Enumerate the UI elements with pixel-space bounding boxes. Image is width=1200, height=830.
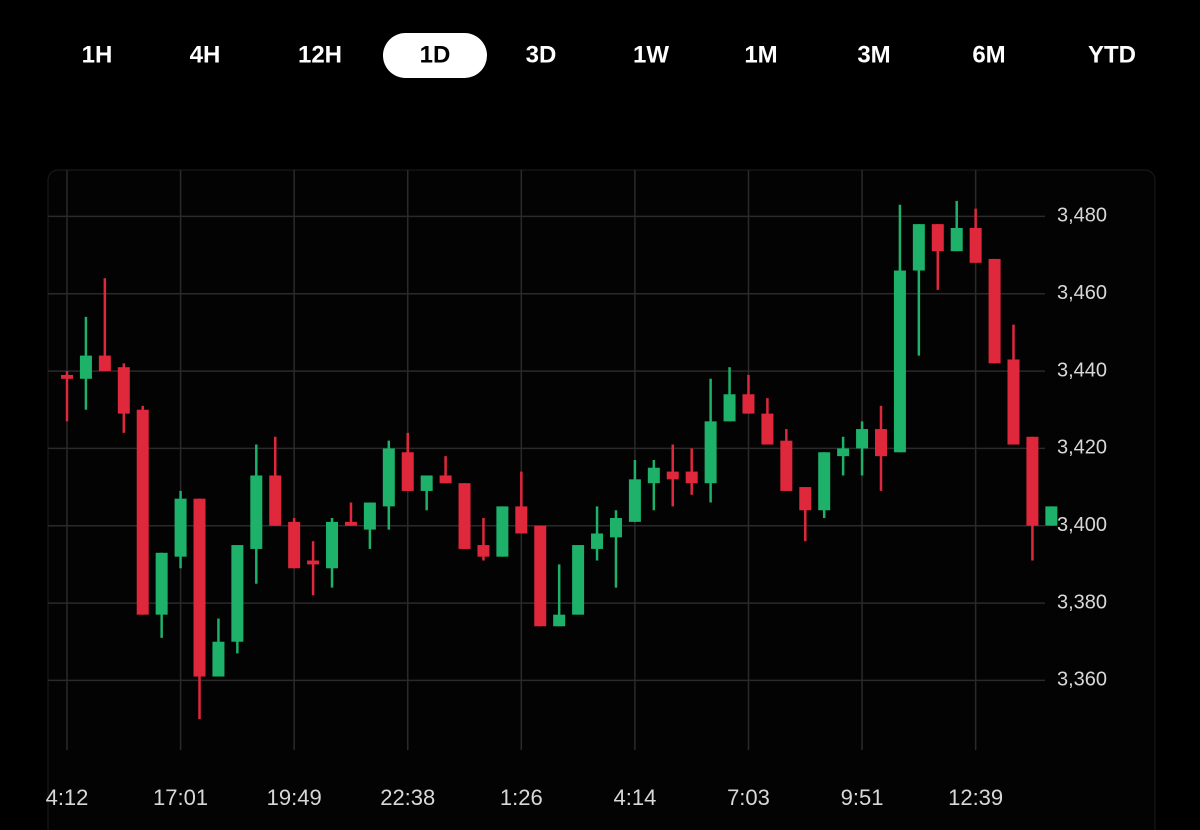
candle-body [931, 224, 944, 252]
candle-body [818, 452, 831, 511]
candle-body [572, 545, 585, 615]
candle-body [761, 413, 774, 445]
tab[interactable]: 1W [633, 41, 669, 68]
x-tick-label: 7:03 [727, 785, 770, 810]
timeframe-tabs: 1H 4H 12H 1D 3D 1W 1M 3M 6M YTD [82, 33, 1136, 78]
candle-body [609, 518, 622, 538]
candle-body [458, 483, 471, 549]
tab[interactable]: 1M [744, 41, 777, 68]
tab[interactable]: 1H [82, 41, 113, 68]
candle-body [780, 440, 793, 491]
candle-body [799, 487, 812, 511]
candle-body [307, 560, 320, 565]
tab-selected-pill[interactable] [383, 33, 487, 78]
candle-body [837, 448, 850, 457]
candle-body [628, 479, 641, 522]
candle-body [893, 270, 906, 453]
chart-frame [47, 169, 1156, 830]
candle-body [874, 429, 887, 457]
candle-body [742, 394, 755, 414]
candle-body [231, 545, 244, 642]
candle-body [193, 498, 206, 677]
y-tick-label: 3,440 [1057, 359, 1107, 381]
candle-body [950, 228, 963, 252]
tab-label[interactable]: 4H [190, 41, 221, 68]
candle-body [969, 228, 982, 263]
candle-body [685, 471, 698, 484]
candle-body [988, 258, 1001, 364]
candle-body [856, 429, 869, 449]
tab-label[interactable]: 1D [420, 41, 451, 68]
tab-label[interactable]: 1M [744, 41, 777, 68]
x-tick-label: 4:14 [613, 785, 656, 810]
y-tick-label: 3,420 [1057, 437, 1107, 459]
candle-body [79, 355, 92, 379]
tab[interactable]: 4H [190, 41, 221, 68]
candle-body [704, 421, 717, 484]
tab[interactable]: YTD [1088, 41, 1136, 68]
axis-labels: 3,360 3,380 3,400 3,420 3,440 3,460 3,480 4:12 1… [46, 205, 1107, 810]
x-tick-label: 9:51 [841, 785, 884, 810]
y-tick-label: 3,460 [1057, 282, 1107, 304]
tab-label[interactable]: YTD [1088, 41, 1136, 68]
x-tick-label: 17:01 [153, 785, 208, 810]
tab-label[interactable]: 3M [857, 41, 890, 68]
candle-body [212, 641, 225, 677]
candle-body [723, 394, 736, 422]
candle-body [117, 367, 130, 414]
candle-body [136, 409, 149, 615]
candle-body [420, 475, 433, 491]
tab-label[interactable]: 1W [633, 41, 669, 68]
x-tick-label: 12:39 [948, 785, 1003, 810]
candle-body [1007, 359, 1020, 445]
candle-body [382, 448, 395, 507]
candle-body [647, 467, 660, 484]
candle-body [288, 521, 301, 569]
candle-body [496, 506, 509, 557]
candle-body [98, 355, 111, 372]
candle-body [912, 224, 925, 271]
y-tick-label: 3,480 [1057, 205, 1107, 227]
candle-body [61, 374, 73, 379]
candle-body [326, 521, 339, 569]
y-tick-label: 3,360 [1057, 669, 1107, 691]
tab[interactable]: 1D [383, 33, 487, 78]
y-tick-label: 3,380 [1057, 591, 1107, 613]
candle-body [553, 614, 566, 627]
x-tick-label: 4:12 [46, 785, 89, 810]
candle-body [174, 498, 187, 557]
candle-body [515, 506, 528, 534]
candle-body [401, 452, 414, 491]
tab-label[interactable]: 12H [298, 41, 342, 68]
candle-body [155, 552, 168, 615]
candle-body [363, 502, 376, 530]
tab-label[interactable]: 1H [82, 41, 113, 68]
candle-body [250, 475, 263, 549]
tab[interactable]: 6M [972, 41, 1005, 68]
y-tick-label: 3,400 [1057, 514, 1107, 536]
tab[interactable]: 3M [857, 41, 890, 68]
candle-body [534, 525, 547, 627]
tab-label[interactable]: 3D [526, 41, 557, 68]
candle-body [477, 545, 490, 557]
candle-body [666, 471, 679, 480]
candle-body [591, 533, 604, 549]
tab[interactable]: 12H [298, 41, 342, 68]
x-tick-label: 22:38 [380, 785, 435, 810]
x-tick-label: 19:49 [267, 785, 322, 810]
tab[interactable]: 3D [526, 41, 557, 68]
candle-body [344, 521, 357, 526]
tab-label[interactable]: 6M [972, 41, 1005, 68]
candle-body [1045, 506, 1058, 526]
candles [61, 200, 1058, 720]
x-tick-label: 1:26 [500, 785, 543, 810]
candle-body [1026, 436, 1039, 526]
candle-body [439, 475, 452, 484]
candle-body [269, 475, 282, 526]
